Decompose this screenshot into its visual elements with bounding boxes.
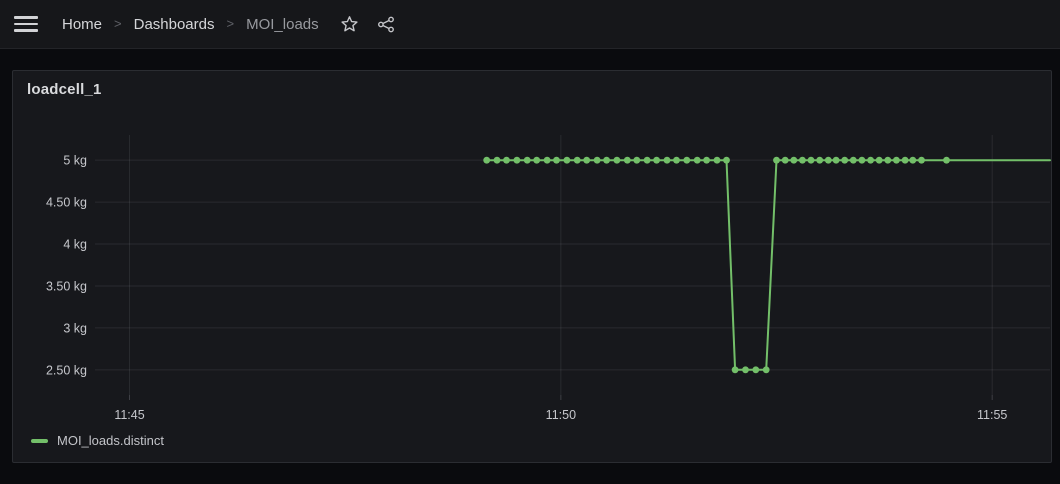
- data-point[interactable]: [593, 156, 601, 164]
- y-axis-tick-label: 2.50 kg: [46, 363, 87, 377]
- y-axis-tick-label: 5 kg: [63, 154, 87, 168]
- data-point[interactable]: [731, 366, 739, 374]
- data-point[interactable]: [762, 366, 770, 374]
- data-point[interactable]: [893, 156, 900, 164]
- y-axis-tick-label: 3.50 kg: [46, 279, 87, 293]
- data-point[interactable]: [824, 156, 832, 164]
- data-point[interactable]: [553, 156, 560, 164]
- series-line: [485, 159, 1051, 371]
- breadcrumb-item-dashboards[interactable]: Dashboards: [133, 15, 215, 33]
- data-point[interactable]: [653, 156, 660, 164]
- data-point[interactable]: [613, 156, 621, 164]
- x-axis-tick-label: 11:45: [114, 408, 144, 422]
- data-point[interactable]: [849, 156, 857, 164]
- data-point[interactable]: [781, 156, 789, 164]
- breadcrumb-item-moi-loads: MOI_loads: [246, 15, 319, 33]
- y-axis-tick-label: 4 kg: [63, 238, 87, 252]
- data-point[interactable]: [683, 156, 691, 164]
- loadcell-1-panel: loadcell_1 5 kg 4.50 kg 4 kg 3.50 kg 3 kg 2.5…: [12, 70, 1052, 463]
- x-axis-tick-label: 11:55: [977, 408, 1007, 422]
- chart-legend: MOI_loads.distinct: [31, 433, 164, 448]
- breadcrumb-item-home[interactable]: Home: [62, 15, 103, 33]
- data-point[interactable]: [909, 156, 917, 164]
- data-point[interactable]: [742, 366, 749, 374]
- data-point[interactable]: [483, 156, 491, 164]
- data-point[interactable]: [663, 156, 671, 164]
- data-point[interactable]: [918, 156, 925, 164]
- topbar-actions: [335, 10, 401, 39]
- data-point[interactable]: [603, 156, 610, 164]
- data-point[interactable]: [623, 156, 631, 164]
- y-axis-tick-label: 4.50 kg: [46, 196, 87, 210]
- hamburger-menu-icon: [14, 16, 38, 32]
- legend-series-label[interactable]: MOI_loads.distinct: [57, 433, 164, 448]
- y-axis-tick-label: 3 kg: [63, 321, 87, 335]
- share-dashboard-button[interactable]: [372, 10, 401, 39]
- data-point[interactable]: [673, 156, 680, 164]
- data-point[interactable]: [773, 156, 780, 164]
- data-point[interactable]: [633, 156, 641, 164]
- data-point[interactable]: [799, 156, 806, 164]
- data-point[interactable]: [867, 156, 874, 164]
- data-point[interactable]: [693, 156, 701, 164]
- data-point[interactable]: [901, 156, 909, 164]
- time-series-chart[interactable]: 5 kg 4.50 kg 4 kg 3.50 kg 3 kg 2.50 kg 11:45 11…: [13, 71, 1051, 462]
- data-point[interactable]: [503, 156, 510, 164]
- top-navigation-bar: Home > Dashboards > MOI_loads: [0, 0, 1060, 49]
- menu-toggle-button[interactable]: [14, 12, 38, 36]
- x-axis-tick-label: 11:50: [546, 408, 576, 422]
- data-point[interactable]: [523, 156, 531, 164]
- panel-title[interactable]: loadcell_1: [27, 81, 102, 98]
- data-point[interactable]: [513, 156, 521, 164]
- data-point[interactable]: [875, 156, 883, 164]
- data-point[interactable]: [832, 156, 840, 164]
- data-point[interactable]: [643, 156, 651, 164]
- star-icon: [341, 15, 358, 31]
- data-point[interactable]: [752, 366, 760, 374]
- legend-series-marker-icon: [31, 438, 48, 443]
- data-point[interactable]: [493, 156, 501, 164]
- breadcrumb: Home > Dashboards > MOI_loads: [62, 16, 319, 33]
- data-point[interactable]: [723, 156, 730, 164]
- data-point[interactable]: [713, 156, 721, 164]
- data-point[interactable]: [563, 156, 571, 164]
- favorite-dashboard-button[interactable]: [335, 10, 364, 39]
- breadcrumb-separator-icon: >: [114, 15, 122, 31]
- data-point[interactable]: [573, 156, 581, 164]
- data-point[interactable]: [841, 156, 849, 164]
- data-point[interactable]: [816, 156, 824, 164]
- data-point[interactable]: [703, 156, 710, 164]
- data-point[interactable]: [943, 156, 950, 164]
- data-point[interactable]: [858, 156, 866, 164]
- data-point[interactable]: [583, 156, 591, 164]
- share-icon: [377, 16, 394, 32]
- data-point[interactable]: [807, 156, 815, 164]
- data-point[interactable]: [533, 156, 541, 164]
- data-point[interactable]: [543, 156, 551, 164]
- breadcrumb-separator-icon: >: [226, 15, 235, 31]
- data-point[interactable]: [790, 156, 798, 164]
- data-point[interactable]: [884, 156, 892, 164]
